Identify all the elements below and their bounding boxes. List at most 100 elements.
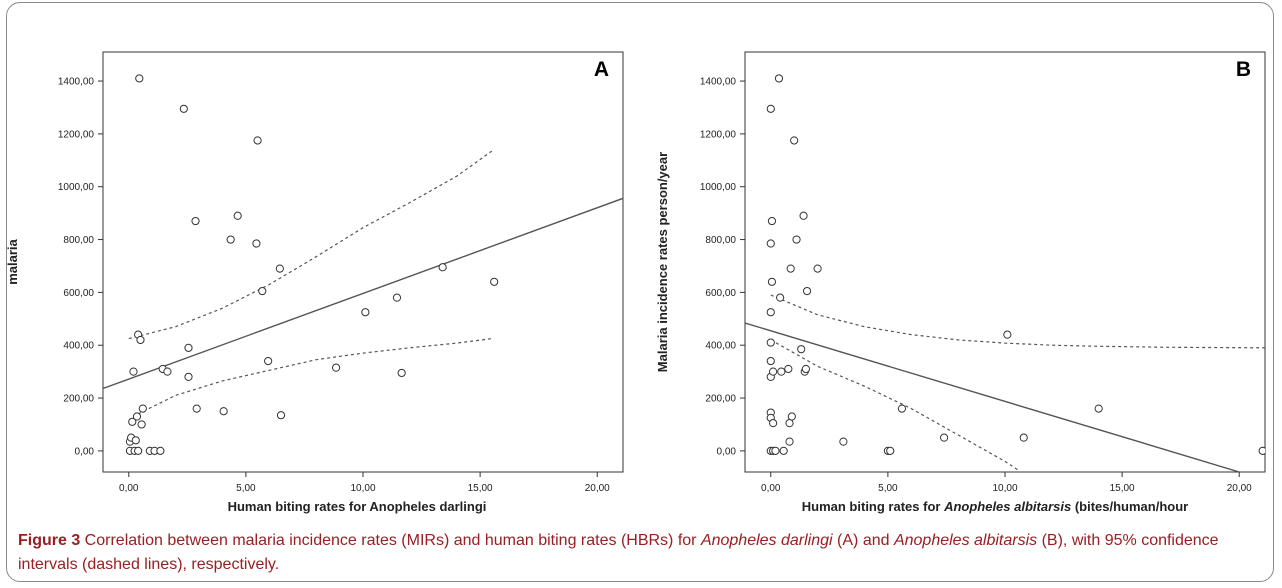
caption-species-2: Anopheles albitarsis <box>893 532 1038 549</box>
x-tick-label: 15,00 <box>1110 483 1135 494</box>
x-axis-label-part: Human biting rates for Anopheles darling… <box>228 499 487 514</box>
data-point <box>192 404 201 413</box>
x-tick-label: 15,00 <box>468 483 493 494</box>
data-point <box>138 404 147 413</box>
data-point <box>136 335 145 345</box>
data-point <box>253 136 262 145</box>
data-point <box>275 264 284 273</box>
regression-line <box>103 197 623 390</box>
caption-text-3: (B), with 95% confidence intervals (dash… <box>18 532 1219 573</box>
data-point <box>184 343 193 352</box>
data-point <box>801 364 811 374</box>
data-point <box>392 293 402 302</box>
data-point <box>797 345 806 354</box>
data-point <box>790 136 799 145</box>
y-tick-label: 600,00 <box>705 288 736 299</box>
data-point <box>129 367 138 376</box>
data-point <box>276 411 286 420</box>
data-point <box>191 216 200 226</box>
ci-lower-curve <box>137 338 492 415</box>
plot-area-frame <box>744 51 1266 473</box>
data-point <box>839 437 848 446</box>
ci-lower-curve <box>770 339 1020 472</box>
data-point <box>131 436 140 445</box>
caption-species-1: Anopheles darlingi <box>700 532 833 549</box>
data-point <box>776 293 785 302</box>
scatter-panel-b: 0,00 200,00 400,00 600,00 800,00 1000,00 1200,… <box>655 51 1266 514</box>
data-point <box>777 367 786 376</box>
data-point <box>1019 433 1028 442</box>
y-tick-label: 400,00 <box>63 341 94 352</box>
y-tick-label: 1000,00 <box>700 182 737 193</box>
data-point <box>813 264 822 273</box>
data-point <box>799 211 808 220</box>
data-point <box>361 308 370 317</box>
data-point <box>252 239 261 248</box>
figure-frame <box>6 2 1274 582</box>
x-axis-label-part: Anopheles albitarsis <box>943 499 1071 514</box>
y-axis-label: Malaria incidence rates person/year <box>655 152 670 372</box>
ci-upper-curve <box>770 294 1265 349</box>
data-point <box>331 363 341 372</box>
figure-caption: Figure 3 Correlation between malaria inc… <box>18 529 1258 577</box>
data-point <box>766 338 775 347</box>
data-point <box>767 216 777 226</box>
data-point <box>792 235 801 244</box>
data-point <box>766 356 775 366</box>
ci-upper-curve <box>128 150 493 340</box>
data-point <box>779 446 788 455</box>
data-point <box>785 437 794 446</box>
data-point <box>784 364 793 374</box>
y-tick-label: 1200,00 <box>58 129 95 140</box>
data-point <box>264 356 273 366</box>
y-tick-label: 600,00 <box>63 288 94 299</box>
data-point <box>397 368 406 378</box>
caption-label: Figure 3 <box>18 532 81 549</box>
data-point <box>939 433 949 442</box>
x-tick-label: 0,00 <box>119 483 139 494</box>
data-point <box>233 211 242 220</box>
x-tick-label: 5,00 <box>236 483 256 494</box>
regression-line <box>745 322 1240 472</box>
scatter-panel-a: 0,00 200,00 400,00 600,00 800,00 1000,00 1200,… <box>5 51 624 514</box>
y-tick-label: 1400,00 <box>700 77 737 88</box>
y-tick-label: 1000,00 <box>58 182 95 193</box>
data-point <box>802 286 812 296</box>
data-point <box>766 239 775 248</box>
data-point <box>766 104 775 113</box>
x-tick-label: 10,00 <box>992 483 1017 494</box>
data-point <box>1258 446 1265 455</box>
x-tick-label: 20,00 <box>1227 483 1252 494</box>
data-point <box>897 404 907 413</box>
data-point <box>774 74 784 83</box>
data-point <box>179 104 188 113</box>
plot-content <box>745 74 1265 472</box>
y-axis-label: malaria <box>5 238 20 284</box>
x-tick-label: 20,00 <box>585 483 610 494</box>
x-axis-label-part: (bites/human/hour <box>1071 499 1188 514</box>
y-tick-label: 200,00 <box>63 394 94 405</box>
data-point <box>258 286 267 296</box>
data-point <box>132 412 142 421</box>
data-point <box>156 446 165 455</box>
data-point <box>1094 404 1103 413</box>
data-point <box>226 235 235 244</box>
plot-area-frame <box>102 51 624 473</box>
data-point <box>163 367 172 376</box>
data-point <box>771 446 780 455</box>
data-point <box>128 417 137 426</box>
data-point <box>769 419 778 428</box>
x-axis-label-part: Human biting rates for <box>802 499 944 514</box>
data-point <box>219 407 228 416</box>
caption-text-1: Correlation between malaria incidence ra… <box>80 532 701 549</box>
y-tick-label: 800,00 <box>705 235 736 246</box>
data-point <box>787 412 796 421</box>
data-point <box>886 446 895 455</box>
x-tick-label: 10,00 <box>350 483 375 494</box>
data-point <box>769 367 778 376</box>
data-point <box>490 277 499 286</box>
data-point <box>134 446 143 455</box>
data-point <box>438 263 447 272</box>
data-point <box>767 277 777 286</box>
